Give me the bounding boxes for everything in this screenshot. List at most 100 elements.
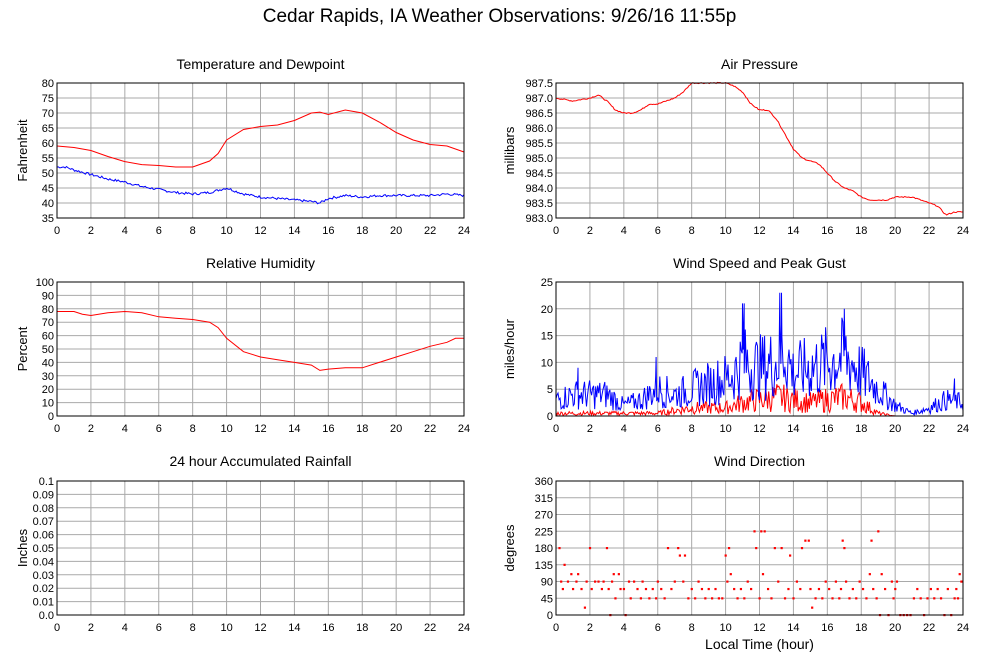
dir-point (585, 580, 588, 583)
temp-xtick-label: 0 (54, 225, 60, 237)
dir-point (795, 580, 799, 583)
temp-xtick-label: 24 (458, 225, 470, 237)
rain-ytick-label: 0.08 (33, 503, 54, 515)
dir-xtick-label: 8 (689, 622, 695, 634)
dir-point (956, 597, 960, 600)
dir-point (895, 580, 899, 583)
dir-point (570, 573, 573, 576)
dir-point (614, 597, 617, 600)
dir-point (610, 580, 614, 583)
temp-ytick-label: 80 (42, 78, 54, 90)
dir-point (687, 597, 690, 600)
pres-xtick-label: 12 (753, 225, 765, 237)
dir-point (817, 587, 821, 591)
temp-xtick-label: 10 (220, 225, 232, 237)
dir-point (617, 573, 620, 576)
wind-xtick-label: 22 (923, 423, 935, 435)
dir-point (677, 547, 680, 550)
dir-point (612, 573, 615, 576)
wind-ytick-label: 5 (547, 384, 553, 396)
dir-point (600, 587, 603, 591)
wind-title: Wind Speed and Peak Gust (673, 255, 846, 271)
rh-ytick-label: 60 (42, 331, 54, 343)
dir-xtick-label: 18 (855, 622, 867, 634)
dir-point (605, 547, 609, 550)
dir-point (839, 587, 843, 591)
dir-point (870, 539, 873, 542)
pres-frame (555, 82, 964, 219)
dir-point (746, 580, 749, 583)
temp-frame (56, 82, 465, 219)
dir-point (707, 587, 710, 591)
dir-point (872, 587, 875, 591)
pres-xtick-label: 22 (923, 225, 935, 237)
dir-point (933, 597, 936, 600)
pres-xtick-label: 4 (621, 225, 627, 237)
temp-xtick-label: 6 (156, 225, 162, 237)
dir-point (690, 587, 693, 591)
dir-point (683, 554, 687, 557)
temp-xtick-label: 8 (190, 225, 196, 237)
dir-xtick-label: 14 (787, 622, 799, 634)
dir-title: Wind Direction (714, 453, 805, 469)
dir-point (743, 597, 746, 600)
dir-point (753, 530, 756, 533)
rain-xtick-label: 20 (390, 622, 402, 634)
dir-point (834, 580, 838, 583)
rain-xtick-label: 8 (190, 622, 196, 634)
dir-point (678, 554, 681, 557)
rh-ytick-label: 40 (42, 357, 54, 369)
temp-xtick-label: 16 (322, 225, 334, 237)
pres-xtick-label: 2 (587, 225, 593, 237)
rh-frame (56, 281, 465, 417)
dir-xtick-label: 6 (655, 622, 661, 634)
rain-xtick-label: 18 (356, 622, 368, 634)
dir-point (651, 587, 654, 591)
rain-xtick-label: 16 (322, 622, 334, 634)
wind-xtick-label: 18 (855, 423, 867, 435)
dir-ytick-label: 360 (535, 476, 553, 488)
wind-frame (555, 281, 964, 417)
dir-xtick-label: 16 (821, 622, 833, 634)
rain-ytick-label: 0.04 (33, 556, 54, 568)
dir-point (936, 587, 939, 591)
rh-ytick-label: 20 (42, 384, 54, 396)
dir-xtick-label: 0 (553, 622, 559, 634)
rain-xtick-label: 10 (220, 622, 232, 634)
temp-ytick-label: 45 (42, 183, 54, 195)
rain-xtick-label: 24 (458, 622, 470, 634)
dir-point (575, 580, 578, 583)
pres-ytick-label: 983.0 (525, 213, 553, 225)
dir-point (841, 539, 844, 542)
dir-point (800, 547, 804, 550)
dir-point (655, 597, 658, 600)
dir-ytick-label: 315 (535, 493, 553, 505)
dir-point (563, 563, 566, 566)
dir-point (831, 597, 834, 600)
temp-series-red-line (56, 109, 465, 168)
temp-ytick-label: 70 (42, 108, 54, 120)
dir-point (777, 580, 780, 583)
temp-xtick-label: 12 (254, 225, 266, 237)
pres-ylabel: millibars (502, 126, 517, 174)
dir-point (566, 580, 570, 583)
rain-ytick-label: 0.1 (39, 476, 54, 488)
rh-ytick-label: 0 (48, 411, 54, 423)
dir-point (855, 597, 858, 600)
dir-point (724, 554, 727, 557)
dir-point (717, 597, 720, 600)
dir-point (792, 597, 795, 600)
dir-point (844, 580, 848, 583)
dir-frame (555, 480, 964, 616)
rh-xtick-label: 18 (356, 423, 368, 435)
pres-ytick-label: 983.5 (525, 198, 553, 210)
dir-point (663, 597, 666, 600)
rh-xtick-label: 20 (390, 423, 402, 435)
dir-point (807, 539, 810, 542)
wind-ytick-label: 15 (541, 331, 553, 343)
dir-point (804, 539, 807, 542)
